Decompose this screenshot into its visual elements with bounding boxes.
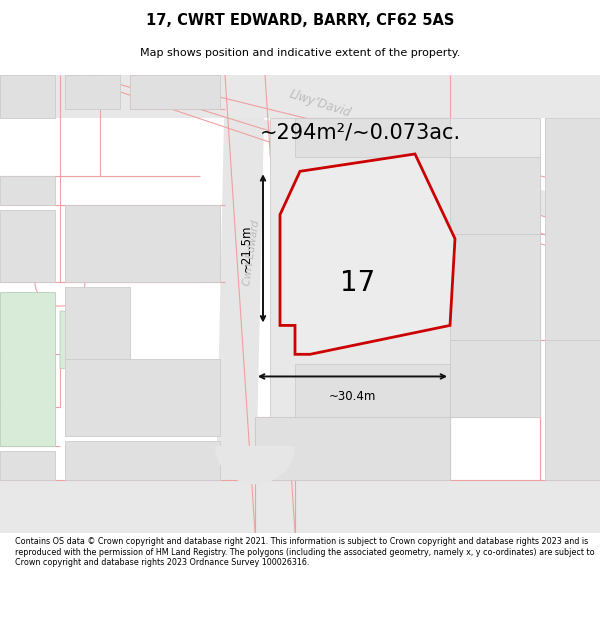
Polygon shape: [295, 364, 450, 417]
Polygon shape: [545, 118, 600, 340]
Polygon shape: [0, 75, 600, 118]
Polygon shape: [255, 417, 450, 479]
Text: Map shows position and indicative extent of the property.: Map shows position and indicative extent…: [140, 48, 460, 58]
Polygon shape: [280, 154, 455, 354]
Polygon shape: [65, 287, 130, 359]
Text: ~21.5m: ~21.5m: [240, 224, 253, 272]
Polygon shape: [0, 451, 55, 479]
Polygon shape: [0, 479, 600, 532]
Polygon shape: [270, 118, 540, 417]
Polygon shape: [65, 441, 220, 479]
Polygon shape: [450, 340, 540, 417]
Polygon shape: [65, 205, 220, 282]
Polygon shape: [65, 359, 220, 436]
Polygon shape: [215, 75, 265, 532]
Polygon shape: [130, 75, 220, 109]
Polygon shape: [90, 75, 600, 234]
Polygon shape: [0, 176, 55, 205]
Text: ~294m²/~0.073ac.: ~294m²/~0.073ac.: [259, 122, 461, 142]
Polygon shape: [450, 157, 540, 234]
Polygon shape: [0, 210, 55, 282]
Polygon shape: [0, 292, 55, 446]
Polygon shape: [295, 118, 450, 157]
Polygon shape: [450, 234, 540, 340]
Text: Contains OS data © Crown copyright and database right 2021. This information is : Contains OS data © Crown copyright and d…: [15, 537, 595, 567]
Polygon shape: [65, 75, 120, 109]
Text: Llwy’David: Llwy’David: [287, 88, 353, 120]
Polygon shape: [545, 340, 600, 479]
Wedge shape: [60, 311, 90, 369]
Text: 17: 17: [340, 269, 375, 298]
Text: 17, CWRT EDWARD, BARRY, CF62 5AS: 17, CWRT EDWARD, BARRY, CF62 5AS: [146, 13, 454, 28]
Polygon shape: [0, 75, 55, 118]
Wedge shape: [215, 446, 295, 484]
Text: Cwrt Edward: Cwrt Edward: [242, 219, 262, 287]
Text: ~30.4m: ~30.4m: [329, 390, 376, 403]
